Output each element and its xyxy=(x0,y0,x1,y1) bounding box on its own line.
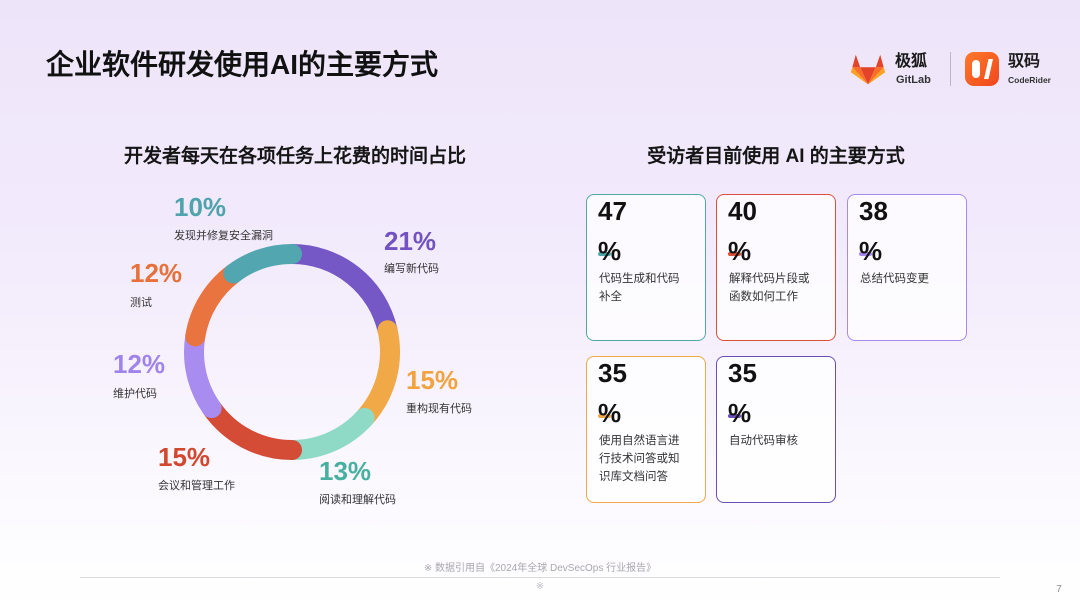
donut-slice xyxy=(184,326,222,419)
logo-divider xyxy=(950,52,951,86)
chart-heading: 开发者每天在各项任务上花费的时间占比 xyxy=(123,146,466,167)
slice-category-label: 重构现有代码 xyxy=(406,403,472,415)
slice-value-label: 12% xyxy=(130,258,183,288)
slice-value-label: 10% xyxy=(174,192,227,222)
usage-card-accent xyxy=(598,414,611,418)
usage-card-unit: % xyxy=(598,398,622,428)
coderider-icon xyxy=(965,52,999,86)
coderider-logo-en: CodeRider xyxy=(1008,75,1051,85)
usage-card: 47 % 代码生成和代码补全 xyxy=(586,194,706,341)
donut-slice xyxy=(185,263,244,347)
slide-title: 企业软件研发使用AI的主要方式 xyxy=(46,49,439,80)
usage-card-unit: % xyxy=(859,236,883,266)
slice-category-label: 维护代码 xyxy=(113,388,157,400)
usage-card: 38 % 总结代码变更 xyxy=(847,194,967,341)
slice-value-label: 15% xyxy=(406,365,459,395)
usage-card-value: 40 xyxy=(728,196,757,226)
donut-chart xyxy=(184,244,400,460)
usage-card-unit: % xyxy=(728,236,752,266)
usage-card-label: 自动代码审核 xyxy=(729,435,798,447)
usage-card: 35 % 使用自然语言进行技术问答或知识库文档问答 xyxy=(586,356,706,503)
usage-card-accent xyxy=(728,252,741,256)
page-number: 7 xyxy=(1056,584,1062,595)
donut-slice xyxy=(201,398,302,460)
usage-heading: 受访者目前使用 AI 的主要方式 xyxy=(647,146,905,167)
gitlab-logo: 极狐 GitLab xyxy=(849,50,939,88)
donut-slice xyxy=(282,244,398,341)
coderider-logo-cn: 驭码 xyxy=(1008,53,1041,70)
usage-card-accent xyxy=(728,414,741,418)
donut-slice xyxy=(223,244,302,284)
slice-category-label: 测试 xyxy=(130,297,152,309)
usage-card-value: 35 xyxy=(598,358,627,388)
usage-card-label: 代码生成和代码补全 xyxy=(599,273,680,303)
footer-divider xyxy=(80,577,1000,578)
gitlab-fox-icon xyxy=(850,54,886,85)
slice-value-label: 12% xyxy=(113,349,166,379)
usage-card-value: 35 xyxy=(728,358,757,388)
usage-card-unit: % xyxy=(598,236,622,266)
usage-card-label: 使用自然语言进行技术问答或知识库文档问答 xyxy=(599,435,680,483)
usage-card-value: 38 xyxy=(859,196,888,226)
gitlab-logo-cn: 极狐 xyxy=(895,53,928,70)
slice-category-label: 编写新代码 xyxy=(384,263,439,275)
slice-category-label: 发现并修复安全漏洞 xyxy=(174,230,273,242)
footer-mark: ※ xyxy=(535,581,545,592)
usage-card-label: 解释代码片段或函数如何工作 xyxy=(729,273,810,303)
usage-card-accent xyxy=(859,252,872,256)
slice-category-label: 会议和管理工作 xyxy=(158,480,235,492)
donut-slice xyxy=(354,320,400,428)
slice-value-label: 13% xyxy=(319,456,372,486)
gitlab-logo-en: GitLab xyxy=(896,74,931,86)
slice-value-label: 15% xyxy=(158,442,211,472)
donut-slice xyxy=(282,407,375,460)
source-footnote: ※ 数据引用自《2024年全球 DevSecOps 行业报告》 xyxy=(423,563,657,574)
usage-card-label: 总结代码变更 xyxy=(860,273,929,285)
slice-category-label: 阅读和理解代码 xyxy=(319,494,396,506)
coderider-logo: 驭码 CodeRider xyxy=(964,51,1060,89)
usage-card: 40 % 解释代码片段或函数如何工作 xyxy=(716,194,836,341)
usage-card-value: 47 xyxy=(598,196,627,226)
usage-card-accent xyxy=(598,252,611,256)
usage-card: 35 % 自动代码审核 xyxy=(716,356,836,503)
usage-card-unit: % xyxy=(728,398,752,428)
slice-value-label: 21% xyxy=(384,226,437,256)
